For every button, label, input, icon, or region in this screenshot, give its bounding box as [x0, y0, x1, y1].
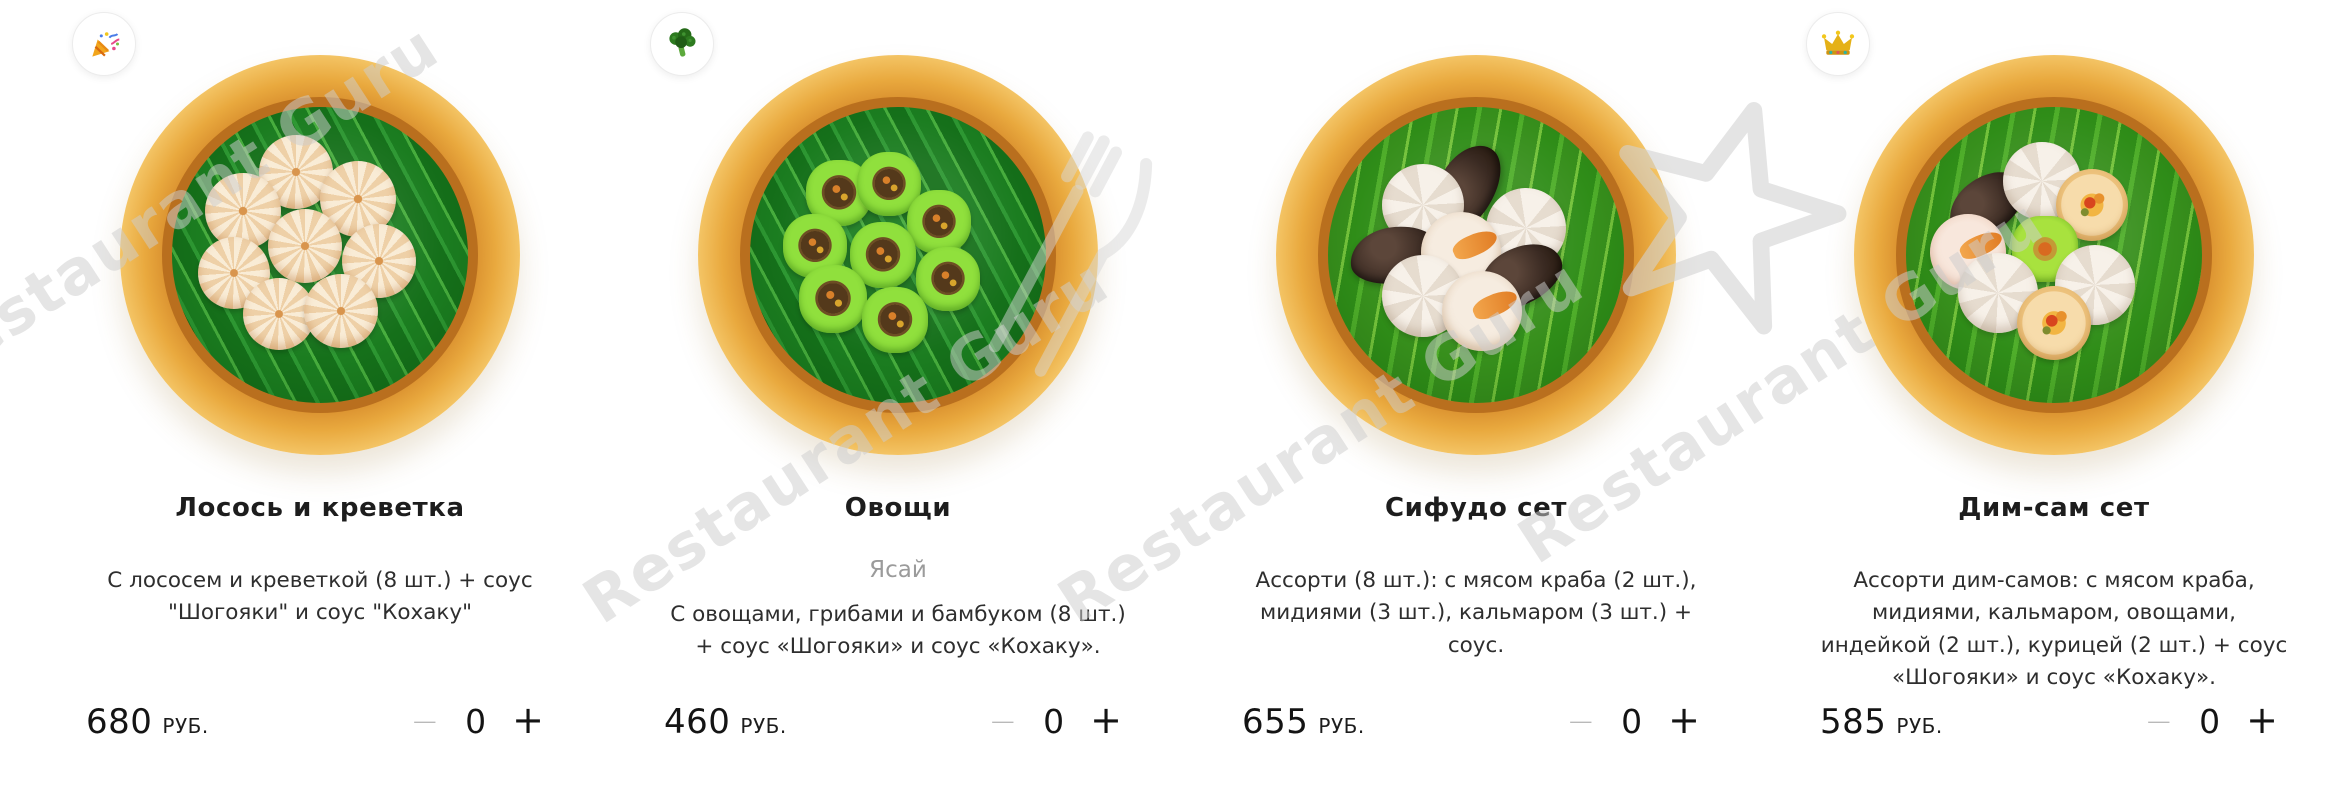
dish-photo [1854, 55, 2254, 455]
increase-quantity-button[interactable]: + [512, 698, 544, 742]
increase-quantity-button[interactable]: + [1668, 698, 1700, 742]
menu-item-card: Сифудо сет Ассорти (8 шт.): с мясом краб… [1216, 0, 1736, 794]
dumpling [916, 246, 981, 311]
item-footer: 585 РУБ. − 0 + [1820, 701, 2278, 742]
item-footer: 655 РУБ. − 0 + [1242, 701, 1700, 742]
broccoli-icon [669, 28, 696, 57]
menu-item-card: Дим-сам сет Ассорти дим-самов: с мясом к… [1794, 0, 2314, 794]
item-description: С овощами, грибами и бамбуком (8 шт.) + … [670, 602, 1126, 660]
decrease-quantity-button[interactable]: − [1566, 702, 1596, 742]
increase-quantity-button[interactable]: + [1090, 698, 1122, 742]
quantity-value: 0 [1043, 702, 1065, 741]
crown-icon [1821, 30, 1855, 55]
item-title: Лосось и креветка [175, 493, 465, 523]
dumpling [907, 190, 972, 255]
dish-photo [1276, 55, 1676, 455]
price: 680 РУБ. [86, 702, 209, 742]
increase-quantity-button[interactable]: + [2246, 698, 2278, 742]
currency-label: РУБ. [162, 714, 209, 738]
quantity-stepper: − 0 + [989, 701, 1122, 741]
decrease-quantity-button[interactable]: − [410, 702, 440, 742]
item-title: Овощи [844, 493, 952, 523]
item-description: Ассорти (8 шт.): с мясом краба (2 шт.), … [1255, 568, 1697, 658]
dumpling [1441, 271, 1522, 352]
item-footer: 460 РУБ. − 0 + [664, 701, 1122, 742]
quantity-stepper: − 0 + [2145, 701, 2278, 741]
currency-label: РУБ. [1896, 714, 1943, 738]
party-popper-icon [92, 32, 120, 57]
banana-leaf [1906, 107, 2202, 403]
dumpling [242, 278, 315, 351]
dumpling [303, 274, 378, 349]
shrimp-tail [1449, 225, 1501, 264]
banana-leaf [1328, 107, 1624, 403]
menu-item-card: Овощи Ясай С овощами, грибами и бамбуком… [638, 0, 1158, 794]
item-title: Сифудо сет [1384, 493, 1568, 523]
item-description: Ассорти дим-самов: с мясом краба, мидиям… [1820, 568, 2288, 690]
price-value: 655 [1242, 702, 1309, 742]
price-value: 460 [664, 702, 731, 742]
dish-photo [698, 55, 1098, 455]
item-title: Дим-сам сет [1958, 493, 2150, 523]
decrease-quantity-button[interactable]: − [2144, 702, 2174, 742]
price: 655 РУБ. [1242, 702, 1365, 742]
item-badge [72, 12, 136, 76]
quantity-stepper: − 0 + [411, 701, 544, 741]
dumpling [850, 222, 917, 288]
banana-leaf [172, 107, 468, 403]
price: 585 РУБ. [1820, 702, 1943, 742]
price: 460 РУБ. [664, 702, 787, 742]
dumpling [862, 287, 929, 354]
quantity-value: 0 [2199, 702, 2221, 741]
quantity-value: 0 [1621, 702, 1643, 741]
price-value: 680 [86, 702, 153, 742]
dish-photo [120, 55, 520, 455]
dumpling [798, 265, 867, 334]
banana-leaf [750, 107, 1046, 403]
currency-label: РУБ. [1318, 714, 1365, 738]
currency-label: РУБ. [740, 714, 787, 738]
quantity-value: 0 [465, 702, 487, 741]
item-subtitle: Ясай [869, 557, 927, 583]
item-badge [1806, 12, 1870, 76]
item-badge [650, 12, 714, 76]
decrease-quantity-button[interactable]: − [988, 702, 1018, 742]
item-footer: 680 РУБ. − 0 + [86, 701, 544, 742]
quantity-stepper: − 0 + [1567, 701, 1700, 741]
price-value: 585 [1820, 702, 1887, 742]
dumpling [268, 209, 343, 284]
shrimp-tail [1470, 285, 1521, 323]
menu-item-card: Лосось и креветка С лососем и креветкой … [60, 0, 580, 794]
item-description: С лососем и креветкой (8 шт.) + соус "Шо… [107, 568, 533, 626]
dumpling [2017, 286, 2091, 361]
